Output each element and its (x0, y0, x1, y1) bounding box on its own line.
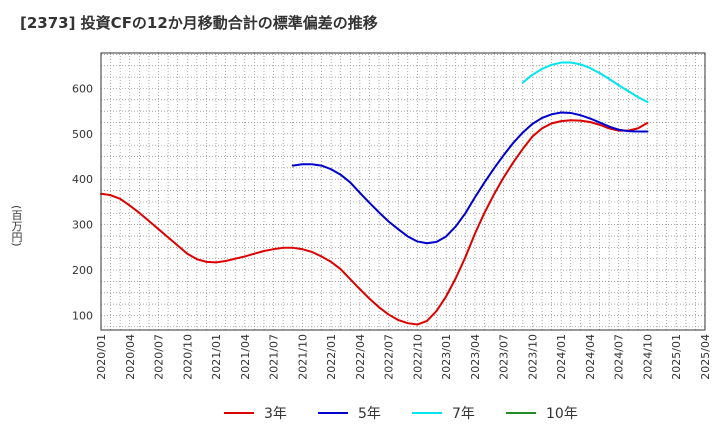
legend-label-1: 5年 (358, 406, 381, 422)
x-tick-label: 2024/04 (584, 334, 597, 380)
y-axis-unit-label: (百万円) (10, 205, 23, 247)
x-tick-label: 2021/01 (210, 334, 223, 380)
y-tick-label: 100 (72, 309, 93, 322)
y-tick-label: 500 (72, 128, 93, 141)
x-axis-ticks: 2020/01 2020/04 2020/07 2020/10 2021/01 2021/… (95, 334, 712, 380)
x-tick-label: 2020/10 (181, 334, 194, 380)
x-tick-label: 2020/01 (95, 334, 108, 380)
x-tick-label: 2023/10 (526, 334, 539, 380)
x-tick-label: 2024/01 (555, 334, 568, 380)
legend-label-3: 10年 (546, 406, 578, 422)
x-tick-label: 2023/04 (469, 334, 482, 380)
y-tick-label: 400 (72, 173, 93, 186)
x-tick-label: 2024/07 (613, 334, 626, 380)
series-line-2 (521, 61, 649, 104)
series-line-1 (291, 111, 649, 245)
legend-label-2: 7年 (452, 406, 475, 422)
chart-title: [2373] 投資CFの12か月移動合計の標準偏差の推移 (20, 14, 378, 32)
x-tick-label: 2024/10 (641, 334, 654, 380)
x-tick-label: 2020/04 (124, 334, 137, 380)
x-tick-label: 2022/07 (383, 334, 396, 380)
x-tick-label: 2022/01 (325, 334, 338, 380)
series-lines (100, 61, 649, 326)
y-axis-ticks: 100 200 300 400 500 600 (72, 82, 93, 322)
legend: 3年 5年 7年 10年 (224, 406, 578, 422)
y-tick-label: 300 (72, 219, 93, 232)
x-tick-label: 2025/04 (699, 334, 712, 380)
x-tick-label: 2020/07 (153, 334, 166, 380)
plot-frame (100, 52, 706, 331)
x-tick-label: 2021/10 (296, 334, 309, 380)
x-tick-label: 2023/07 (498, 334, 511, 380)
x-tick-label: 2021/07 (268, 334, 281, 380)
y-tick-label: 600 (72, 82, 93, 95)
series-line-0 (100, 119, 649, 326)
x-tick-label: 2021/04 (239, 334, 252, 380)
x-tick-label: 2022/10 (411, 334, 424, 380)
x-tick-label: 2023/01 (440, 334, 453, 380)
x-tick-label: 2025/01 (670, 334, 683, 380)
legend-label-0: 3年 (264, 406, 287, 422)
y-tick-label: 200 (72, 264, 93, 277)
x-tick-label: 2022/04 (354, 334, 367, 380)
grid (101, 53, 705, 330)
